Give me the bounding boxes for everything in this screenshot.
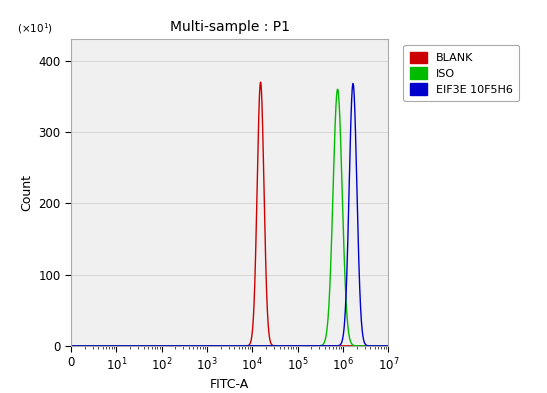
ISO [364,343,371,348]
Line: EIF3E 10F5H6: EIF3E 10F5H6 [71,83,388,346]
EIF3E 10F5H6 [271,343,278,348]
ISO [68,343,74,348]
Line: ISO: ISO [71,89,388,346]
EIF3E 10F5H6 [260,343,266,348]
EIF3E 10F5H6 [295,343,301,348]
X-axis label: FITC-A: FITC-A [210,378,249,391]
BLANK [271,343,278,348]
Title: Multi-sample : P1: Multi-sample : P1 [170,20,290,34]
EIF3E 10F5H6 [68,343,74,348]
ISO [260,343,266,348]
Y-axis label: Count: Count [20,174,33,211]
BLANK [218,343,224,348]
BLANK [68,343,74,348]
ISO [271,343,278,348]
Line: BLANK: BLANK [71,82,388,346]
EIF3E 10F5H6 [147,343,154,348]
ISO [295,343,301,348]
EIF3E 10F5H6 [218,343,224,348]
EIF3E 10F5H6 [385,343,392,348]
EIF3E 10F5H6 [364,343,371,348]
Text: $(\times 10^1)$: $(\times 10^1)$ [17,22,53,36]
Legend: BLANK, ISO, EIF3E 10F5H6: BLANK, ISO, EIF3E 10F5H6 [404,45,519,101]
BLANK [257,80,264,84]
BLANK [364,343,371,348]
ISO [147,343,154,348]
EIF3E 10F5H6 [350,81,356,86]
ISO [385,343,392,348]
BLANK [385,343,392,348]
BLANK [295,343,301,348]
BLANK [260,140,266,144]
ISO [334,87,341,92]
ISO [218,343,224,348]
BLANK [147,343,154,348]
